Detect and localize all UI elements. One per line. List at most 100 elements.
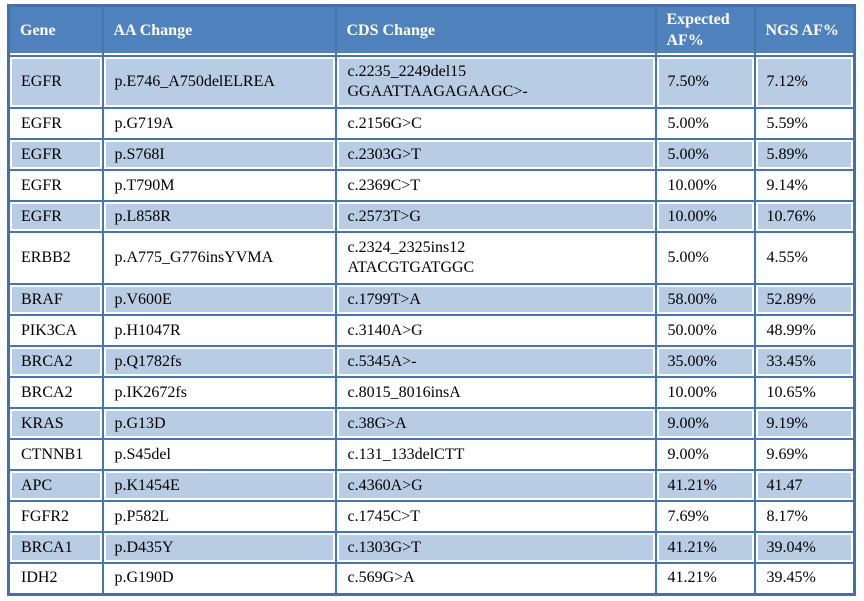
cell-gene: ERBB2 <box>7 231 104 285</box>
table-row: BRAF p.V600E c.1799T>A 58.00% 52.89% <box>7 283 856 316</box>
cell-ngs-af: 4.55% <box>753 231 856 285</box>
column-header-ngs-af: NGS AF% <box>753 4 856 57</box>
cell-cds-change: c.3140A>G <box>334 314 657 347</box>
cell-cds-change: c.1799T>A <box>334 283 657 316</box>
cell-gene: EGFR <box>7 169 104 202</box>
cell-aa-change: p.Q1782fs <box>101 345 337 378</box>
cell-cds-change: c.1303G>T <box>334 531 657 564</box>
cell-cds-change: c.1745C>T <box>334 500 657 533</box>
cell-cds-change: c.2324_2325ins12 ATACGTGATGGC <box>334 231 657 285</box>
cell-cds-change: c.8015_8016insA <box>334 376 657 409</box>
cell-gene: KRAS <box>7 407 104 440</box>
cell-expected-af: 41.21% <box>654 562 756 595</box>
column-header-cds-change: CDS Change <box>334 4 657 57</box>
cell-expected-af: 9.00% <box>654 407 756 440</box>
cell-gene: BRCA2 <box>7 376 104 409</box>
cell-expected-af: 5.00% <box>654 231 756 285</box>
cell-expected-af: 35.00% <box>654 345 756 378</box>
cell-cds-change: c.2156G>C <box>334 107 657 140</box>
table-row: BRCA2 p.IK2672fs c.8015_8016insA 10.00% … <box>7 376 856 409</box>
cell-gene: BRCA2 <box>7 345 104 378</box>
cell-aa-change: p.G190D <box>101 562 337 595</box>
cell-expected-af: 5.00% <box>654 107 756 140</box>
cell-aa-change: p.K1454E <box>101 469 337 502</box>
cell-gene: IDH2 <box>7 562 104 595</box>
cell-aa-change: p.H1047R <box>101 314 337 347</box>
cell-ngs-af: 5.89% <box>753 138 856 171</box>
cell-expected-af: 10.00% <box>654 169 756 202</box>
cell-ngs-af: 41.47 <box>753 469 856 502</box>
cell-cds-change: c.569G>A <box>334 562 657 595</box>
cell-ngs-af: 33.45% <box>753 345 856 378</box>
table-row: EGFR p.T790M c.2369C>T 10.00% 9.14% <box>7 169 856 202</box>
cell-ngs-af: 10.76% <box>753 200 856 233</box>
cell-gene: EGFR <box>7 138 104 171</box>
table-row: BRCA1 p.D435Y c.1303G>T 41.21% 39.04% <box>7 531 856 564</box>
cell-cds-change: c.38G>A <box>334 407 657 440</box>
cell-gene: CTNNB1 <box>7 438 104 471</box>
cell-cds-change: c.2573T>G <box>334 200 657 233</box>
cell-gene: APC <box>7 469 104 502</box>
cell-cds-change: c.5345A>- <box>334 345 657 378</box>
cell-expected-af: 41.21% <box>654 469 756 502</box>
cell-ngs-af: 39.04% <box>753 531 856 564</box>
cell-cds-change: c.2235_2249del15 GGAATTAAGAGAAGC>- <box>334 55 657 109</box>
cell-aa-change: p.T790M <box>101 169 337 202</box>
table-row: FGFR2 p.P582L c.1745C>T 7.69% 8.17% <box>7 500 856 533</box>
table-row: APC p.K1454E c.4360A>G 41.21% 41.47 <box>7 469 856 502</box>
cell-gene: PIK3CA <box>7 314 104 347</box>
cell-expected-af: 7.69% <box>654 500 756 533</box>
cell-expected-af: 9.00% <box>654 438 756 471</box>
table-row: EGFR p.L858R c.2573T>G 10.00% 10.76% <box>7 200 856 233</box>
column-header-aa-change: AA Change <box>101 4 337 57</box>
cell-ngs-af: 10.65% <box>753 376 856 409</box>
cell-aa-change: p.A775_G776insYVMA <box>101 231 337 285</box>
cell-expected-af: 50.00% <box>654 314 756 347</box>
cell-cds-change: c.131_133delCTT <box>334 438 657 471</box>
cell-aa-change: p.P582L <box>101 500 337 533</box>
cell-cds-change: c.2369C>T <box>334 169 657 202</box>
column-header-expected-af: Expected AF% <box>654 4 756 57</box>
cell-gene: FGFR2 <box>7 500 104 533</box>
cell-expected-af: 10.00% <box>654 200 756 233</box>
cell-aa-change: p.S768I <box>101 138 337 171</box>
table-row: EGFR p.S768I c.2303G>T 5.00% 5.89% <box>7 138 856 171</box>
variant-allele-frequency-table: Gene AA Change CDS Change Expected AF% N… <box>7 4 856 596</box>
cell-expected-af: 10.00% <box>654 376 756 409</box>
table-row: BRCA2 p.Q1782fs c.5345A>- 35.00% 33.45% <box>7 345 856 378</box>
cell-aa-change: p.D435Y <box>101 531 337 564</box>
cell-expected-af: 58.00% <box>654 283 756 316</box>
table-row: PIK3CA p.H1047R c.3140A>G 50.00% 48.99% <box>7 314 856 347</box>
cell-aa-change: p.S45del <box>101 438 337 471</box>
table-header: Gene AA Change CDS Change Expected AF% N… <box>7 4 856 57</box>
cell-aa-change: p.L858R <box>101 200 337 233</box>
cell-aa-change: p.G719A <box>101 107 337 140</box>
cell-gene: BRAF <box>7 283 104 316</box>
cell-ngs-af: 9.19% <box>753 407 856 440</box>
table-body: EGFR p.E746_A750delELREA c.2235_2249del1… <box>7 55 856 595</box>
table-row: EGFR p.G719A c.2156G>C 5.00% 5.59% <box>7 107 856 140</box>
cell-ngs-af: 9.14% <box>753 169 856 202</box>
cell-aa-change: p.G13D <box>101 407 337 440</box>
cell-ngs-af: 8.17% <box>753 500 856 533</box>
cell-gene: BRCA1 <box>7 531 104 564</box>
cell-ngs-af: 7.12% <box>753 55 856 109</box>
cell-gene: EGFR <box>7 107 104 140</box>
cell-cds-change: c.2303G>T <box>334 138 657 171</box>
cell-gene: EGFR <box>7 55 104 109</box>
cell-ngs-af: 9.69% <box>753 438 856 471</box>
cell-ngs-af: 52.89% <box>753 283 856 316</box>
table-row: KRAS p.G13D c.38G>A 9.00% 9.19% <box>7 407 856 440</box>
cell-gene: EGFR <box>7 200 104 233</box>
table-row: CTNNB1 p.S45del c.131_133delCTT 9.00% 9.… <box>7 438 856 471</box>
cell-ngs-af: 39.45% <box>753 562 856 595</box>
cell-aa-change: p.V600E <box>101 283 337 316</box>
cell-expected-af: 5.00% <box>654 138 756 171</box>
cell-cds-change: c.4360A>G <box>334 469 657 502</box>
column-header-gene: Gene <box>7 4 104 57</box>
cell-aa-change: p.E746_A750delELREA <box>101 55 337 109</box>
header-row: Gene AA Change CDS Change Expected AF% N… <box>7 4 856 57</box>
cell-aa-change: p.IK2672fs <box>101 376 337 409</box>
table-row: EGFR p.E746_A750delELREA c.2235_2249del1… <box>7 55 856 109</box>
